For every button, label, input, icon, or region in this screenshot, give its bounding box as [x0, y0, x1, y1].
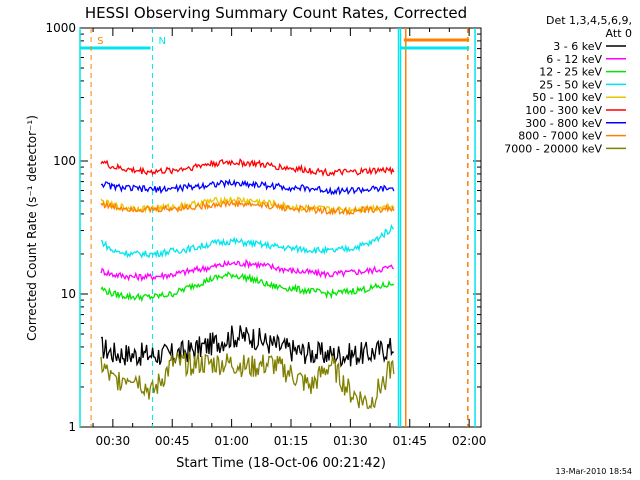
y-tick-label: 100: [53, 154, 76, 168]
plot-area: 1 10 100 1000 00:30 00:45 01:00 01:15 01:30 01:45…: [45, 21, 626, 448]
series-line: [100, 351, 395, 410]
series-line: [100, 157, 395, 177]
series-line: [100, 223, 395, 259]
series-line: [100, 198, 395, 217]
legend-label: 800 - 7000 keV: [518, 130, 602, 143]
x-tick-label: 01:00: [214, 434, 249, 448]
legend-label: 300 - 800 keV: [525, 117, 602, 130]
x-tick-label: 00:30: [96, 434, 131, 448]
series-line: [100, 258, 395, 283]
footer-timestamp: 13-Mar-2010 18:54: [556, 467, 633, 476]
legend-label: 12 - 25 keV: [539, 66, 602, 79]
y-tick-label: 10: [61, 287, 76, 301]
x-axis-label: Start Time (18-Oct-06 00:21:42): [176, 456, 386, 471]
x-tick-label: 01:15: [274, 434, 309, 448]
chart-title: HESSI Observing Summary Count Rates, Cor…: [85, 4, 467, 22]
legend-label: 6 - 12 keV: [546, 53, 602, 66]
legend-label: 50 - 100 keV: [532, 91, 602, 104]
x-tick-label: 02:00: [452, 434, 487, 448]
y-axis-label: Corrected Count Rate (s⁻¹ detector⁻¹): [25, 115, 39, 341]
legend-label: 3 - 6 keV: [553, 40, 602, 53]
legend-label: 25 - 50 keV: [539, 78, 602, 91]
marker-label: S: [97, 36, 103, 47]
series-line: [100, 178, 395, 196]
x-tick-label: 01:45: [392, 434, 427, 448]
legend-title-line-2: Att 0: [606, 27, 632, 40]
x-tick-label: 01:30: [333, 434, 368, 448]
x-tick-label: 00:45: [155, 434, 190, 448]
legend-label: 7000 - 20000 keV: [504, 142, 602, 155]
plot-frame: [79, 27, 482, 428]
y-tick-label: 1000: [45, 21, 76, 35]
y-tick-label: 1: [68, 420, 76, 434]
legend-label: 100 - 300 keV: [525, 104, 602, 117]
legend-title-line-1: Det 1,3,4,5,6,9,: [546, 14, 632, 27]
marker-label: N: [158, 36, 165, 47]
series-line: [100, 325, 395, 368]
series-line: [100, 195, 395, 215]
series-line: [100, 270, 395, 303]
